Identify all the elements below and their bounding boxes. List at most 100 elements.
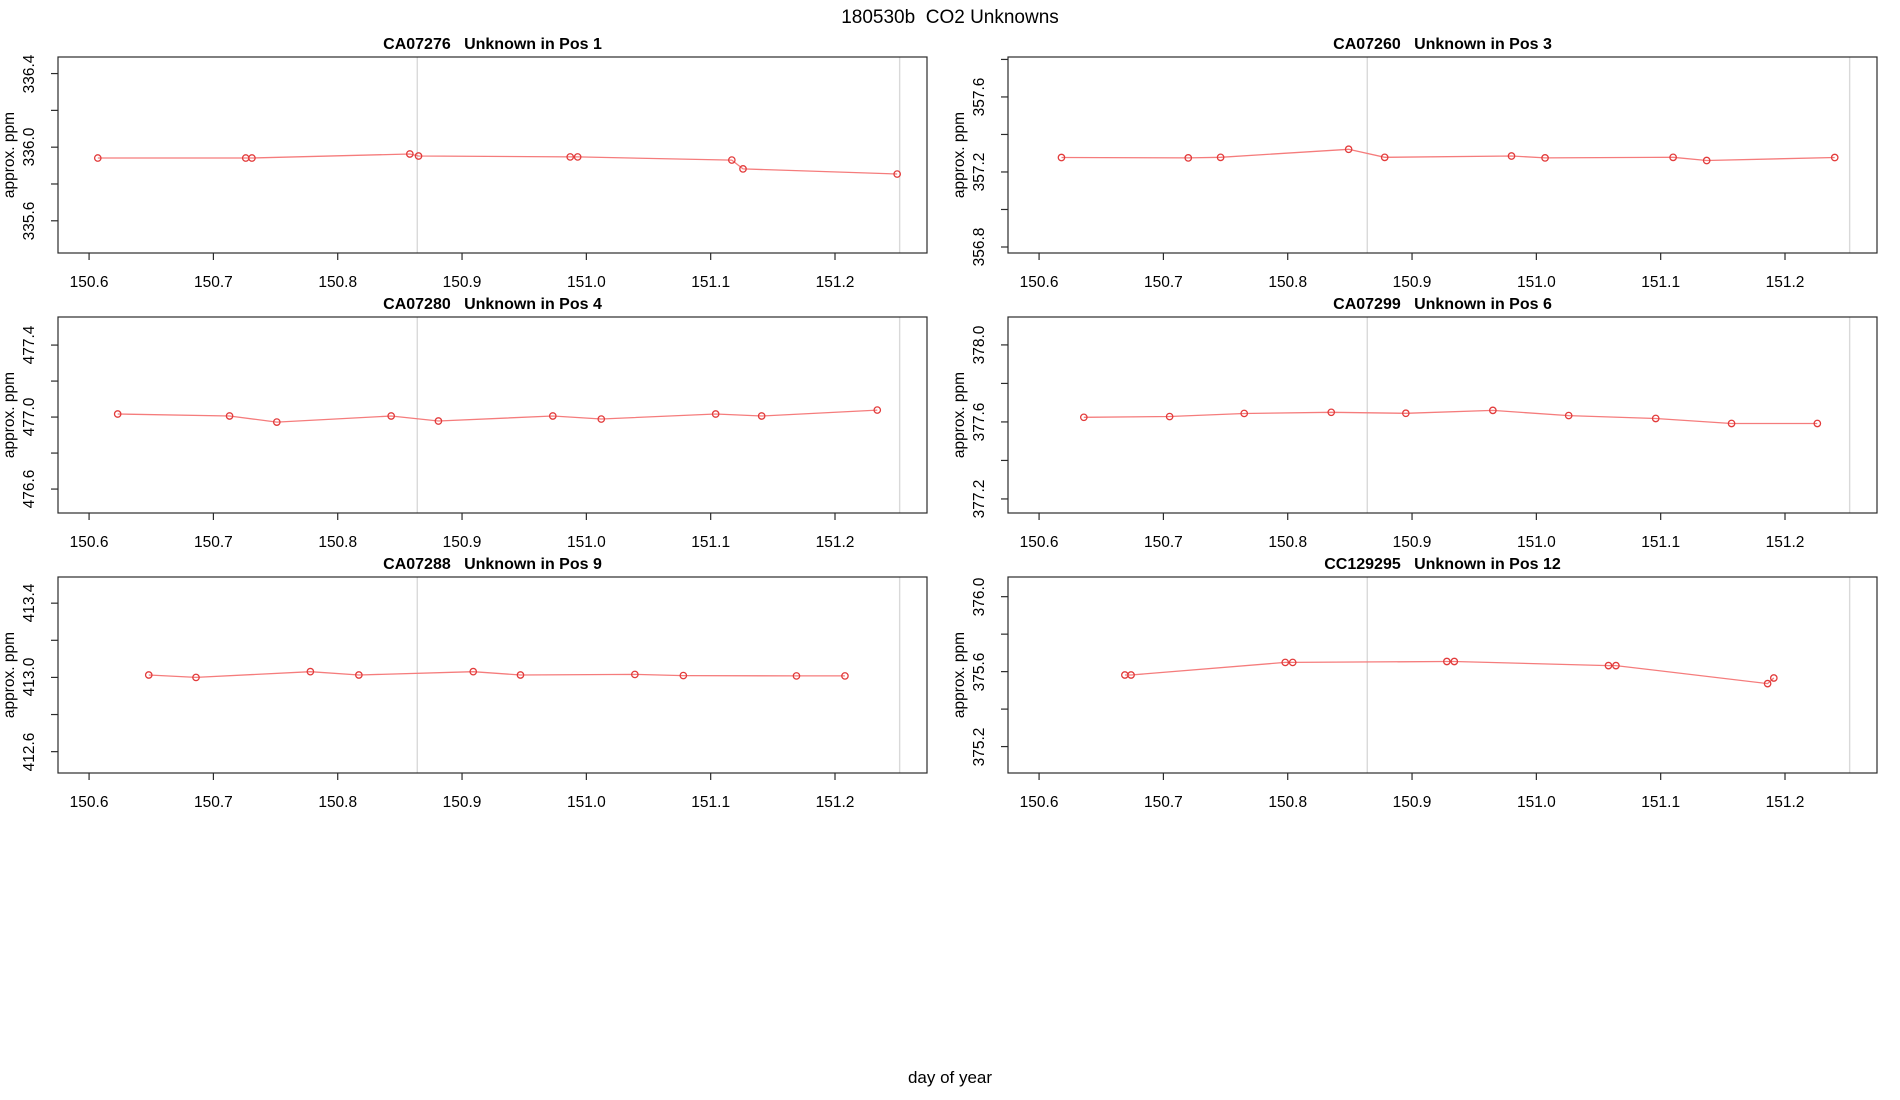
x-tick-label: 150.7 [1143,794,1183,811]
y-tick-label: 477.0 [21,397,38,437]
y-tick-label: 356.8 [971,227,988,267]
data-point [679,671,688,680]
panel-title: CC129295 Unknown in Pos 12 [1324,556,1561,573]
x-tick-label: 150.9 [1392,274,1432,291]
y-axis-title: approx. ppm [951,631,968,719]
data-point [566,153,575,161]
y-axis-title: approx. ppm [1,371,18,459]
data-point [1344,145,1353,154]
panel-title: CA07288 Unknown in Pos 9 [383,556,602,573]
y-tick-label: 376.0 [971,577,988,617]
data-point [739,165,747,173]
data-point [1327,408,1336,417]
data-point [1380,153,1389,162]
y-tick-label: 375.2 [971,727,988,766]
data-point [1443,657,1451,666]
data-point [1651,414,1660,423]
data-point [1564,411,1573,420]
x-tick-label: 151.1 [691,794,731,811]
data-point [1669,153,1677,162]
x-tick-label: 151.1 [1641,534,1681,551]
data-point [1057,153,1066,162]
data-line [1124,660,1775,685]
panel-title: CA07260 Unknown in Pos 3 [1333,36,1552,53]
data-point [841,672,849,680]
data-point [630,670,639,679]
data-point [144,671,153,679]
data-point [405,150,414,158]
data-line [97,153,898,175]
y-tick-label: 412.6 [21,732,38,772]
data-point [355,671,363,679]
data-point [1240,409,1249,418]
x-tick-label: 150.8 [1268,794,1308,811]
x-tick-label: 150.6 [1019,534,1059,551]
data-point [1216,153,1225,162]
data-point [573,153,582,161]
data-point [248,154,256,162]
data-line [117,409,878,423]
data-point [414,152,423,160]
data-point [192,673,200,682]
y-tick-label: 377.6 [971,402,988,442]
data-point [113,410,122,418]
y-axis-title: approx. ppm [951,371,968,459]
x-tick-label: 150.7 [193,534,233,551]
data-point [1281,658,1290,667]
x-tick-label: 150.6 [1019,794,1059,811]
data-point [1288,658,1297,667]
panel-title: CA07280 Unknown in Pos 4 [383,296,602,313]
y-tick-label: 476.6 [21,469,38,509]
data-point [1450,657,1459,666]
y-axis-title: approx. ppm [1,631,18,719]
data-point [306,667,315,676]
y-tick-label: 377.2 [971,479,988,519]
data-point [1079,413,1088,422]
x-tick-label: 150.9 [442,794,482,811]
x-tick-label: 151.2 [1765,274,1805,291]
data-line [1061,148,1835,162]
data-point [711,410,720,418]
data-point [434,417,443,425]
x-tick-label: 151.0 [1516,794,1556,811]
x-tick-label: 150.7 [1143,274,1183,291]
data-point [1763,679,1772,688]
y-tick-label: 413.0 [21,658,38,697]
y-tick-label: 378.0 [971,325,988,365]
data-point [1769,674,1778,682]
data-point [597,415,606,423]
data-point [1127,671,1135,679]
x-tick-label: 150.9 [442,274,482,291]
x-tick-label: 151.1 [1641,274,1681,291]
data-point [548,412,557,420]
x-tick-label: 151.0 [1516,534,1556,551]
x-tick-label: 150.6 [69,534,109,551]
x-tick-label: 150.6 [69,274,109,291]
panel-box [57,56,928,254]
data-point [1813,419,1822,428]
data-point [272,418,281,426]
data-point [1727,419,1736,428]
data-point [1488,406,1497,415]
x-tick-label: 150.8 [318,794,358,811]
data-line [148,671,845,679]
x-tick-label: 150.6 [69,794,109,811]
data-point [469,667,478,676]
x-tick-label: 150.9 [1392,794,1432,811]
data-point [893,170,902,178]
data-point [1184,154,1193,162]
panel-title: CA07276 Unknown in Pos 1 [383,36,602,53]
panel-box [1007,56,1878,254]
data-point [1541,154,1549,162]
y-tick-label: 336.0 [21,127,38,167]
x-tick-label: 151.2 [815,534,855,551]
y-tick-label: 336.4 [21,54,38,93]
x-tick-label: 150.9 [1392,534,1432,551]
y-axis-title: approx. ppm [951,111,968,199]
x-tick-label: 150.6 [1019,274,1059,291]
data-point [792,672,801,680]
data-point [873,406,882,414]
y-tick-label: 357.2 [971,152,988,192]
x-tick-label: 151.2 [1765,794,1805,811]
